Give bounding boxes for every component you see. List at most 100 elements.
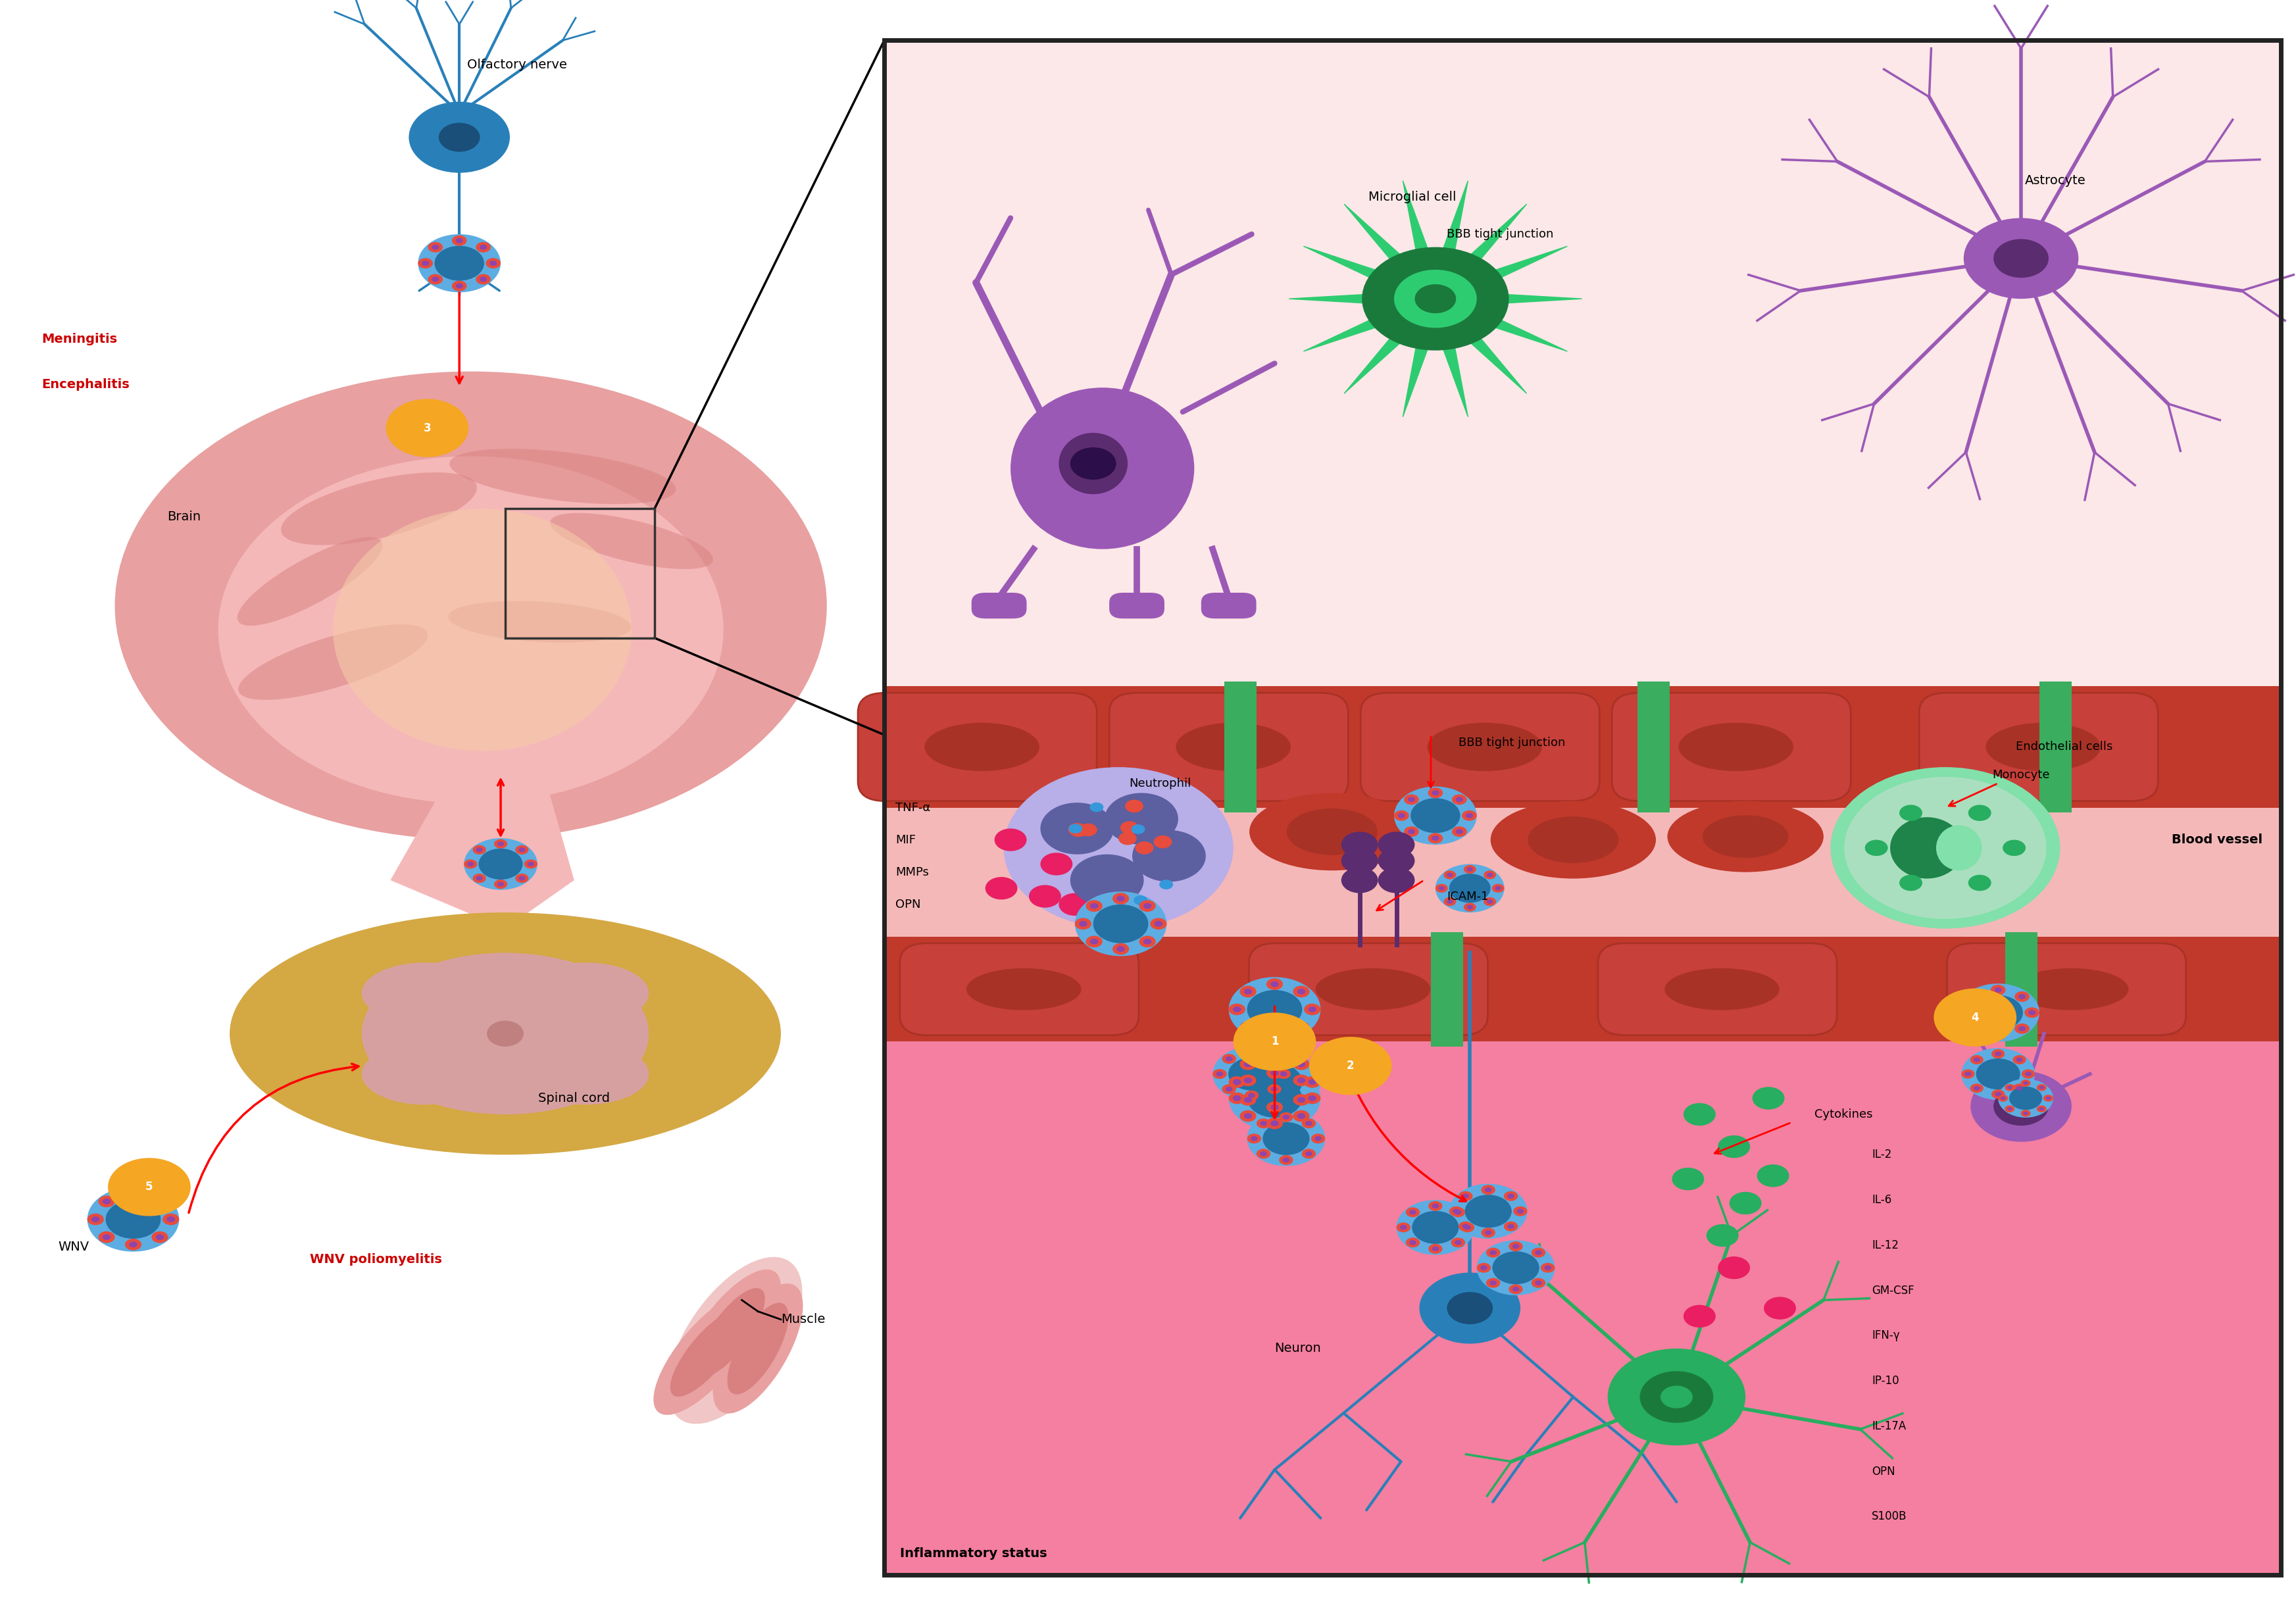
- Circle shape: [1993, 987, 2002, 993]
- Circle shape: [2023, 1111, 2027, 1114]
- Circle shape: [1297, 1024, 1304, 1030]
- Ellipse shape: [230, 912, 781, 1155]
- Circle shape: [1414, 284, 1456, 313]
- Text: Olfactory nerve: Olfactory nerve: [466, 58, 567, 71]
- Ellipse shape: [523, 1043, 650, 1105]
- Circle shape: [1504, 1192, 1518, 1202]
- Circle shape: [1752, 1087, 1784, 1110]
- Circle shape: [1995, 1092, 2000, 1097]
- Circle shape: [87, 1213, 103, 1226]
- Text: 1: 1: [1270, 1035, 1279, 1048]
- Text: 2: 2: [1345, 1059, 1355, 1072]
- Circle shape: [1309, 1079, 1316, 1085]
- Circle shape: [2023, 1082, 2027, 1085]
- Circle shape: [1143, 903, 1150, 909]
- Circle shape: [528, 862, 535, 866]
- Circle shape: [1244, 1077, 1251, 1084]
- FancyBboxPatch shape: [1109, 693, 1348, 801]
- Circle shape: [1293, 1093, 1309, 1106]
- FancyBboxPatch shape: [900, 943, 1139, 1035]
- Text: Brain: Brain: [168, 510, 200, 523]
- Text: 4: 4: [1970, 1011, 1979, 1024]
- Circle shape: [1437, 887, 1444, 890]
- Circle shape: [1844, 777, 2046, 919]
- Circle shape: [487, 1021, 523, 1047]
- Circle shape: [1247, 1111, 1325, 1166]
- Circle shape: [2046, 1097, 2050, 1100]
- Ellipse shape: [1667, 801, 1823, 872]
- Circle shape: [487, 258, 501, 268]
- Circle shape: [1453, 1240, 1460, 1245]
- Circle shape: [1511, 1287, 1520, 1292]
- Circle shape: [1244, 1097, 1251, 1103]
- Circle shape: [1428, 833, 1442, 843]
- Circle shape: [439, 123, 480, 152]
- Circle shape: [519, 875, 526, 880]
- Circle shape: [498, 882, 503, 887]
- Circle shape: [1394, 811, 1407, 820]
- Circle shape: [2043, 1095, 2053, 1101]
- Circle shape: [1244, 1024, 1251, 1030]
- Circle shape: [1226, 1087, 1233, 1092]
- Circle shape: [1956, 984, 2039, 1042]
- Text: 5: 5: [145, 1181, 154, 1193]
- Circle shape: [1504, 1221, 1518, 1231]
- Circle shape: [1244, 1113, 1251, 1119]
- Circle shape: [1304, 1092, 1320, 1105]
- Circle shape: [1251, 1135, 1258, 1142]
- Circle shape: [1531, 1277, 1545, 1287]
- Circle shape: [1240, 1074, 1256, 1087]
- Circle shape: [1495, 887, 1502, 890]
- Circle shape: [1003, 767, 1233, 929]
- Circle shape: [1068, 824, 1086, 837]
- Circle shape: [1265, 1118, 1283, 1129]
- Circle shape: [1040, 853, 1072, 875]
- Circle shape: [1150, 917, 1166, 930]
- Circle shape: [432, 276, 439, 283]
- Ellipse shape: [239, 625, 427, 699]
- Text: MMPs: MMPs: [895, 866, 930, 879]
- Circle shape: [1993, 1032, 2002, 1038]
- Circle shape: [1293, 1110, 1309, 1122]
- Circle shape: [1683, 1103, 1715, 1126]
- Circle shape: [1058, 893, 1091, 916]
- Circle shape: [1975, 1058, 2020, 1090]
- Circle shape: [2011, 1055, 2025, 1064]
- Ellipse shape: [280, 472, 478, 546]
- FancyBboxPatch shape: [1598, 943, 1837, 1035]
- FancyBboxPatch shape: [1612, 693, 1851, 801]
- Ellipse shape: [967, 969, 1081, 1011]
- Polygon shape: [390, 759, 574, 929]
- Circle shape: [1394, 270, 1476, 328]
- Circle shape: [1244, 1048, 1258, 1058]
- Circle shape: [2020, 1069, 2034, 1079]
- Circle shape: [1531, 1248, 1545, 1258]
- Circle shape: [1963, 1072, 1970, 1076]
- Circle shape: [1490, 1250, 1497, 1255]
- Circle shape: [1226, 1056, 1233, 1061]
- Ellipse shape: [450, 449, 675, 504]
- Bar: [884, 1034, 2280, 1575]
- Circle shape: [422, 260, 429, 266]
- Circle shape: [2016, 1085, 2023, 1090]
- Circle shape: [1086, 900, 1102, 912]
- Circle shape: [1453, 1208, 1460, 1214]
- Circle shape: [1265, 1101, 1283, 1113]
- Bar: [884, 686, 2280, 808]
- Ellipse shape: [1426, 724, 1541, 772]
- Circle shape: [1419, 1273, 1520, 1344]
- FancyBboxPatch shape: [971, 593, 1026, 619]
- Circle shape: [156, 1234, 163, 1240]
- Circle shape: [1247, 1079, 1302, 1118]
- Circle shape: [1079, 824, 1097, 837]
- Circle shape: [1458, 1192, 1472, 1202]
- Circle shape: [1506, 1193, 1513, 1198]
- Circle shape: [1256, 1148, 1270, 1158]
- Circle shape: [1492, 1252, 1538, 1284]
- Ellipse shape: [448, 601, 631, 643]
- Text: Neutrophil: Neutrophil: [1130, 777, 1189, 790]
- Circle shape: [1247, 990, 1302, 1029]
- Circle shape: [1717, 1135, 1750, 1158]
- Circle shape: [1311, 1134, 1325, 1143]
- Circle shape: [1729, 1192, 1761, 1214]
